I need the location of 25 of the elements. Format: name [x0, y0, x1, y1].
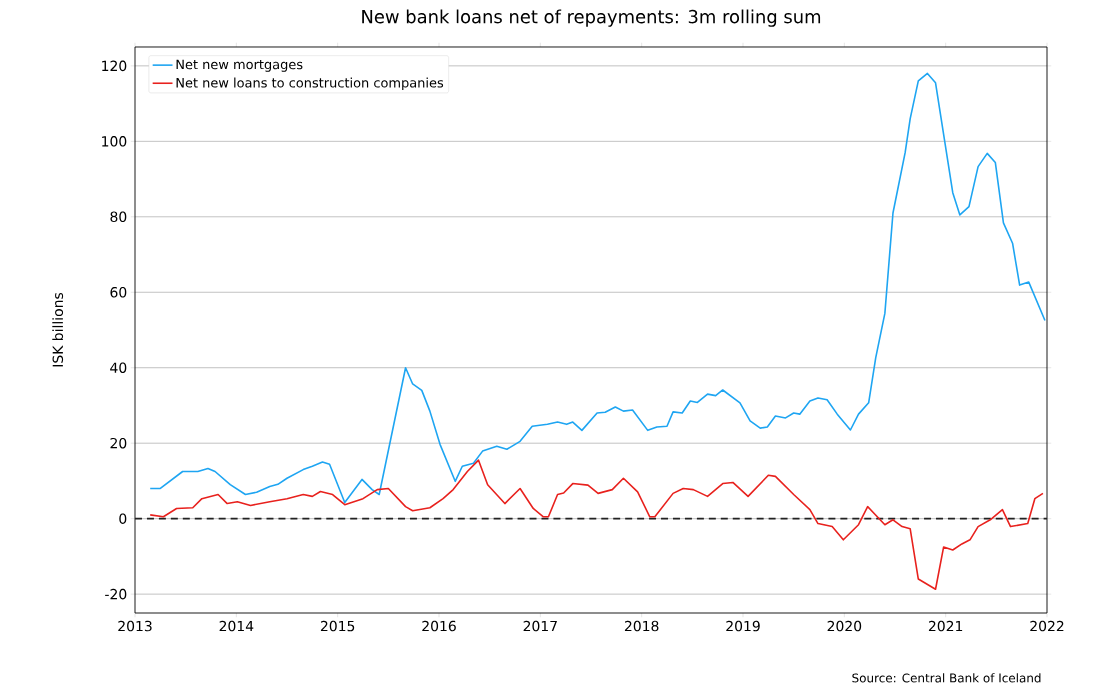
y-tick-label: 40: [110, 362, 127, 374]
y-tick-label: -20: [105, 588, 127, 600]
x-tick-label: 2017: [523, 620, 557, 632]
y-tick-label: 0: [119, 513, 127, 524]
x-tick-label: 2019: [726, 620, 760, 632]
x-tick-label: 2021: [928, 620, 963, 632]
legend-label: Net new mortgages: [176, 59, 303, 72]
source-note: Source: Central Bank of Iceland: [852, 673, 1041, 683]
y-tick-label: 100: [102, 136, 127, 147]
x-tick-label: 2018: [624, 620, 659, 632]
x-tick-label: 2013: [118, 620, 152, 632]
line-series: [149, 72, 1046, 504]
line-series: [149, 459, 1044, 591]
y-tick-label: 120: [102, 60, 127, 72]
x-tick-label: 2020: [827, 620, 862, 632]
y-tick-label: 80: [110, 211, 127, 223]
x-tick-label: 2016: [422, 620, 456, 632]
legend-label: Net new loans to construction companies: [176, 77, 444, 91]
x-tick-label: 2014: [219, 620, 254, 632]
x-tick-label: 2022: [1030, 620, 1064, 632]
y-tick-label: 20: [110, 437, 127, 449]
chart-title: New bank loans net of repayments: 3m rolling sum: [362, 9, 821, 27]
y-tick-label: 60: [110, 286, 127, 298]
x-tick-label: 2015: [320, 620, 355, 632]
y-axis-title: ISK billions: [52, 292, 64, 367]
